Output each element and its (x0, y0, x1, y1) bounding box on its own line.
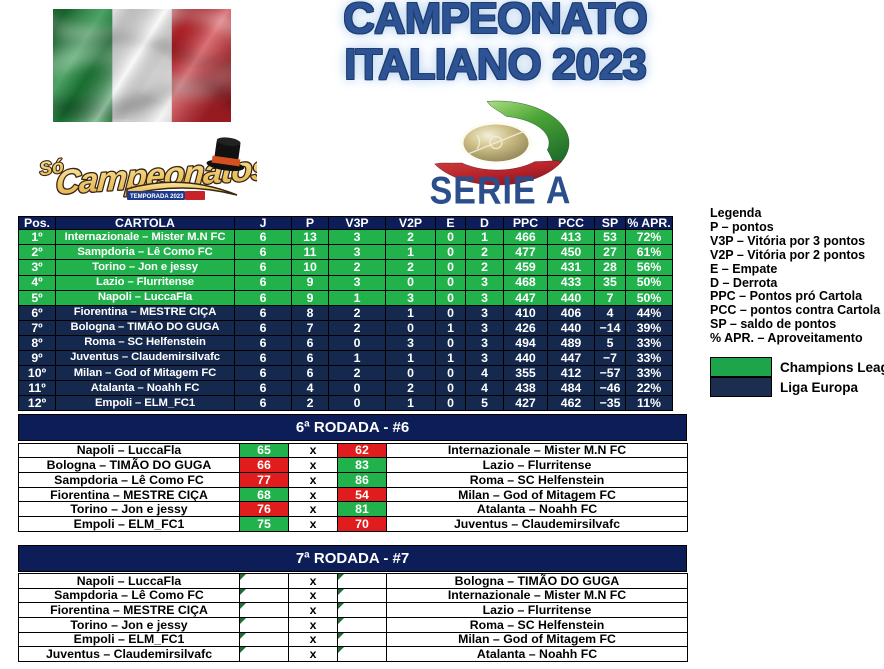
svg-text:TEMPORADA 2023: TEMPORADA 2023 (130, 194, 184, 200)
